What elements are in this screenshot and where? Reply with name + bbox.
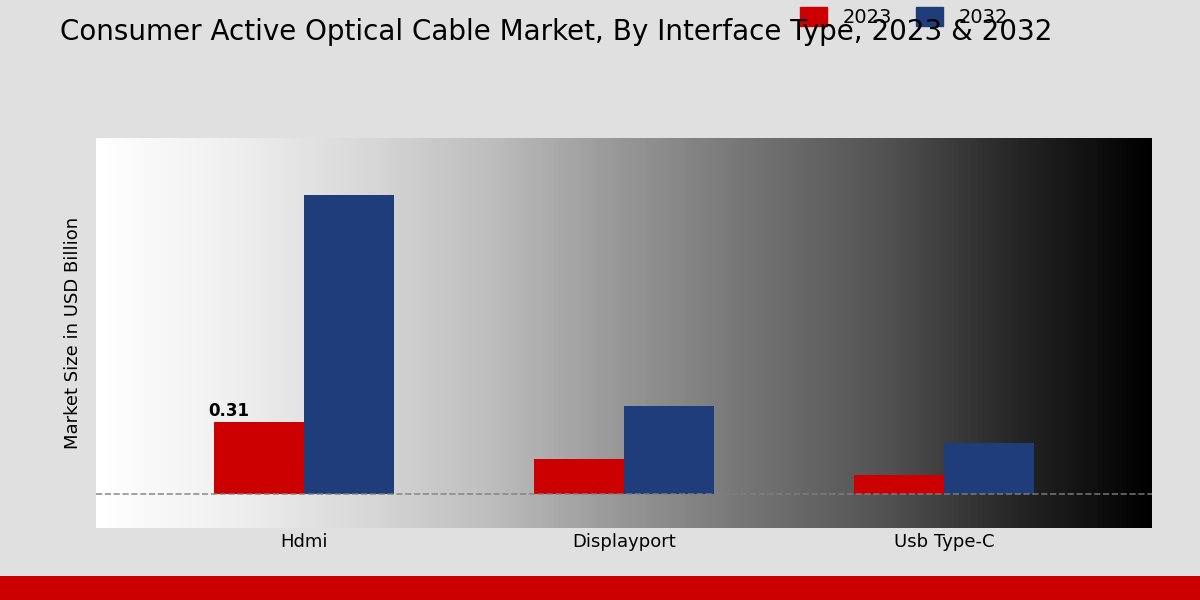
Bar — [215, 422, 304, 494]
Legend: 2023, 2032: 2023, 2032 — [792, 0, 1015, 35]
Text: 0.31: 0.31 — [209, 402, 250, 420]
Bar — [854, 475, 944, 494]
Bar — [944, 443, 1033, 494]
Text: Consumer Active Optical Cable Market, By Interface Type, 2023 & 2032: Consumer Active Optical Cable Market, By… — [60, 18, 1052, 46]
Bar — [624, 406, 714, 494]
Bar — [304, 196, 394, 494]
Y-axis label: Market Size in USD Billion: Market Size in USD Billion — [64, 217, 82, 449]
Bar — [534, 459, 624, 494]
